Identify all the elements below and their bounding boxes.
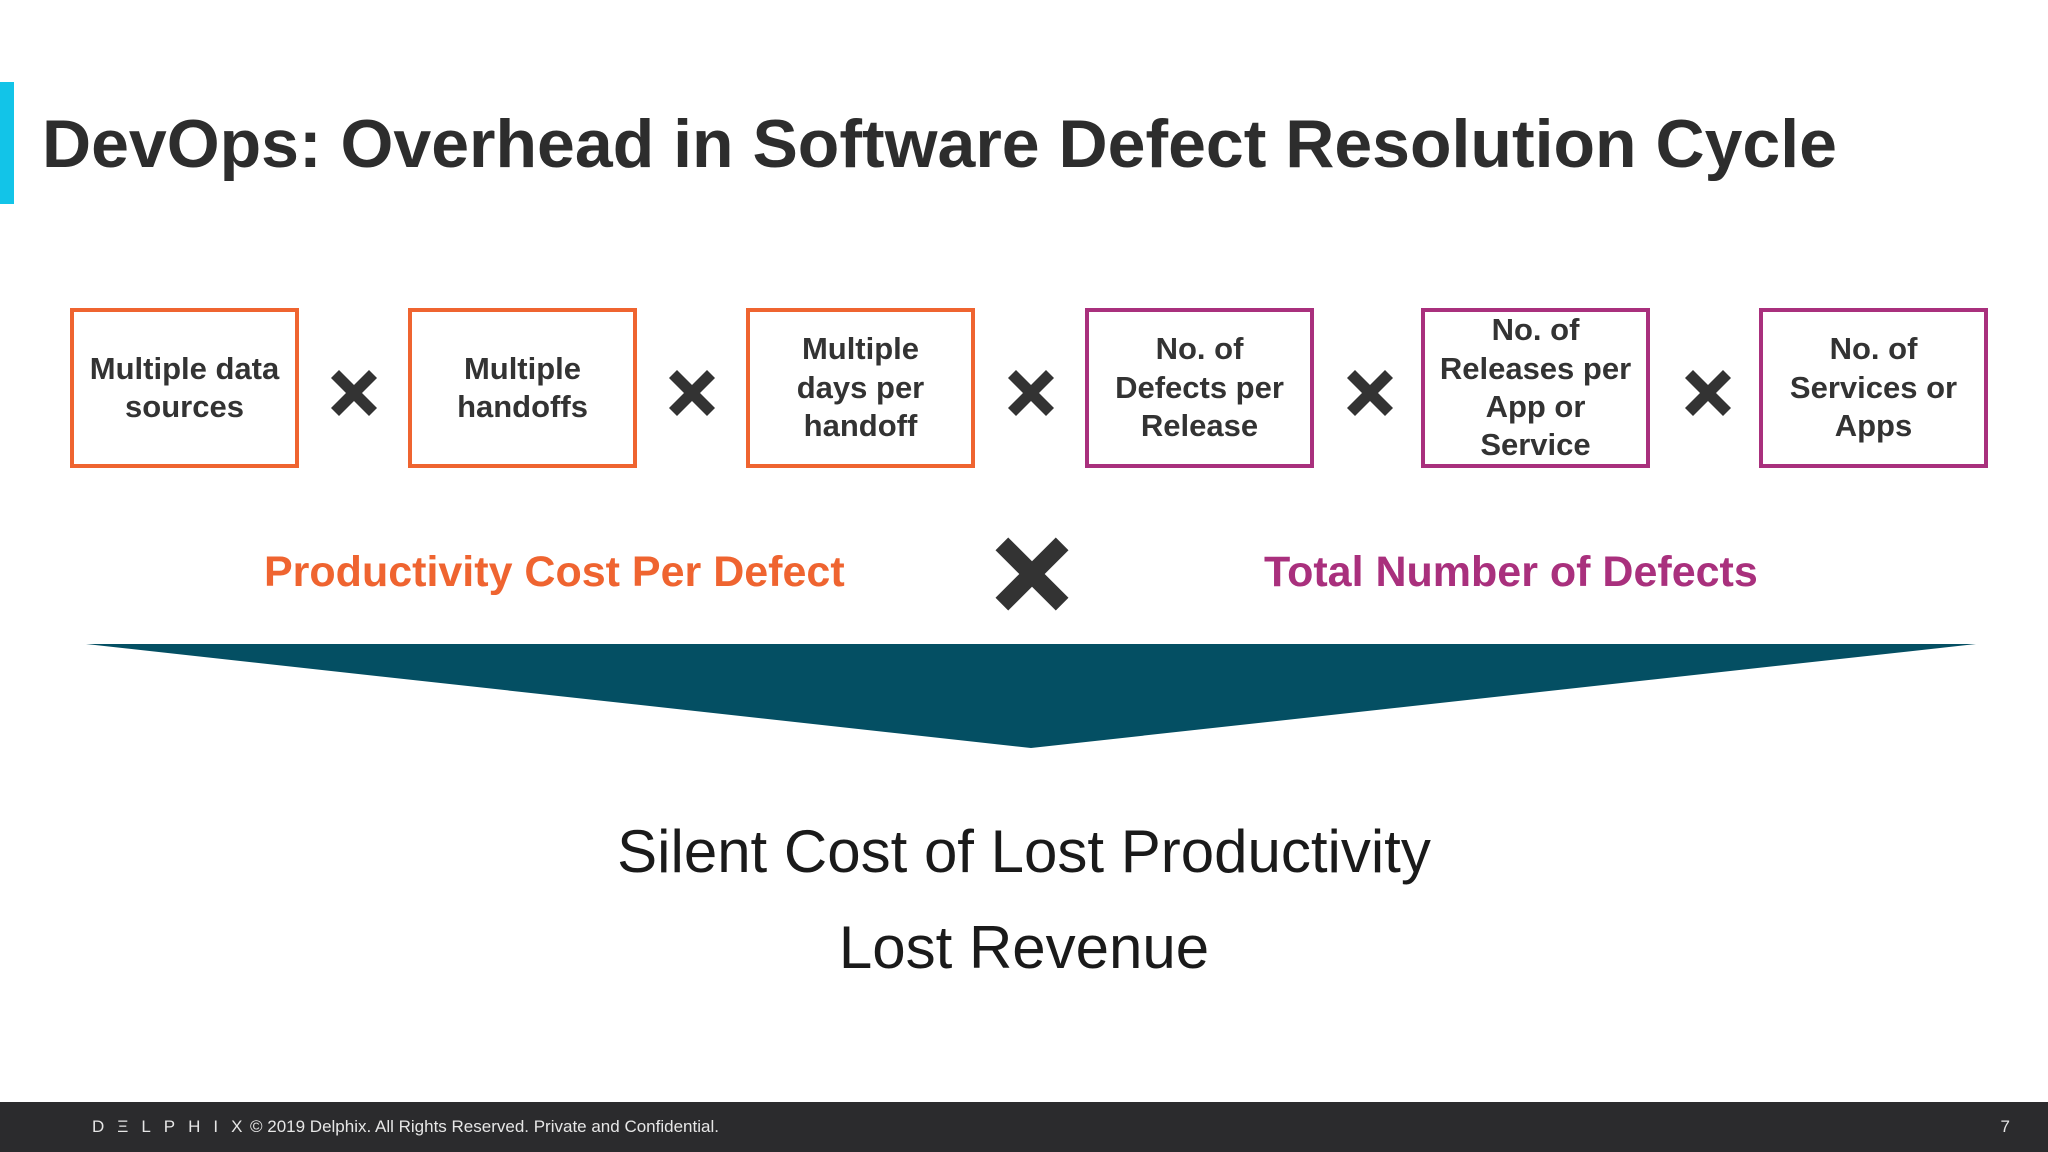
funnel-arrow-icon (86, 644, 1976, 748)
multiply-icon (325, 364, 383, 422)
page-number: 7 (2000, 1117, 2010, 1136)
copyright-text: © 2019 Delphix. All Rights Reserved. Pri… (250, 1117, 719, 1136)
result-lost-productivity: Silent Cost of Lost Productivity (617, 818, 1431, 885)
footer-bar: DΞLPHIX © 2019 Delphix. All Rights Reser… (0, 1102, 2048, 1152)
factor-box-defects-per-release: No. of Defects per Release (1085, 308, 1314, 468)
factor-box-services-or-apps: No. of Services or Apps (1759, 308, 1988, 468)
productivity-cost-label: Productivity Cost Per Defect (264, 548, 845, 596)
multiply-icon (1002, 364, 1060, 422)
factor-box-handoffs: Multiple handoffs (408, 308, 637, 468)
result-lost-revenue: Lost Revenue (838, 914, 1210, 981)
slide-title: DevOps: Overhead in Software Defect Reso… (42, 106, 1837, 182)
brand-logo: DΞLPHIX (92, 1117, 256, 1136)
multiply-icon (663, 364, 721, 422)
multiply-icon (986, 528, 1078, 620)
factor-box-data-sources: Multiple data sources (70, 308, 299, 468)
multiply-icon (1341, 364, 1399, 422)
factor-box-releases-per-app: No. of Releases per App or Service (1421, 308, 1650, 468)
accent-bar (0, 82, 14, 204)
multiply-icon (1679, 364, 1737, 422)
total-defects-label: Total Number of Defects (1264, 548, 1758, 596)
factor-box-days-per-handoff: Multiple days per handoff (746, 308, 975, 468)
